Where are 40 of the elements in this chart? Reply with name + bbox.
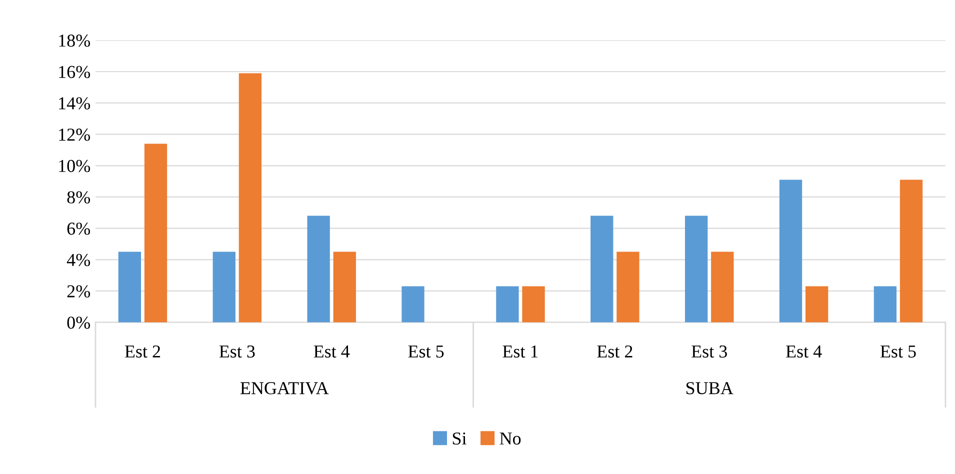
bar — [144, 144, 168, 322]
y-tick-label: 8% — [67, 191, 90, 204]
bar — [590, 216, 614, 322]
text: ENGATIVA — [240, 382, 329, 394]
y-tick-label: 18% — [59, 34, 90, 47]
bar — [900, 180, 923, 322]
bar — [238, 73, 262, 322]
y-tick-label: 12% — [59, 128, 90, 141]
x-tick-label: Est 3 — [692, 345, 727, 358]
y-tick-label: 6% — [67, 222, 90, 235]
y-tick-label: 14% — [59, 97, 90, 110]
x-tick-label: Est 5 — [408, 346, 444, 358]
x-tick-label: Est 4 — [786, 346, 822, 358]
y-tick-label: 10% — [59, 160, 90, 172]
bar — [118, 252, 142, 322]
text: SUBA — [686, 382, 734, 394]
x-tick-label: Est 2 — [597, 345, 632, 358]
bar — [212, 252, 236, 322]
bar — [684, 216, 708, 322]
bar — [522, 286, 545, 322]
bar — [616, 252, 640, 322]
bar — [333, 252, 356, 322]
y-tick-label: 16% — [59, 66, 90, 78]
x-tick-label: Est 3 — [219, 345, 255, 358]
x-tick-label: Est 2 — [124, 345, 160, 358]
x-tick-label: Est 1 — [502, 345, 538, 358]
y-tick-label: 2% — [67, 285, 90, 298]
legend-label: No — [500, 432, 521, 445]
bar — [711, 252, 734, 322]
y-tick-label: 4% — [66, 254, 90, 266]
bar — [402, 286, 424, 322]
bar — [805, 286, 828, 322]
bar — [307, 216, 330, 322]
legend-label: Si — [452, 432, 466, 445]
bar — [496, 286, 519, 322]
x-tick-label: Est 4 — [314, 346, 350, 358]
bar — [874, 286, 897, 322]
y-tick-label: 0% — [67, 316, 90, 329]
bar — [779, 180, 802, 322]
x-tick-label: Est 5 — [880, 346, 916, 358]
